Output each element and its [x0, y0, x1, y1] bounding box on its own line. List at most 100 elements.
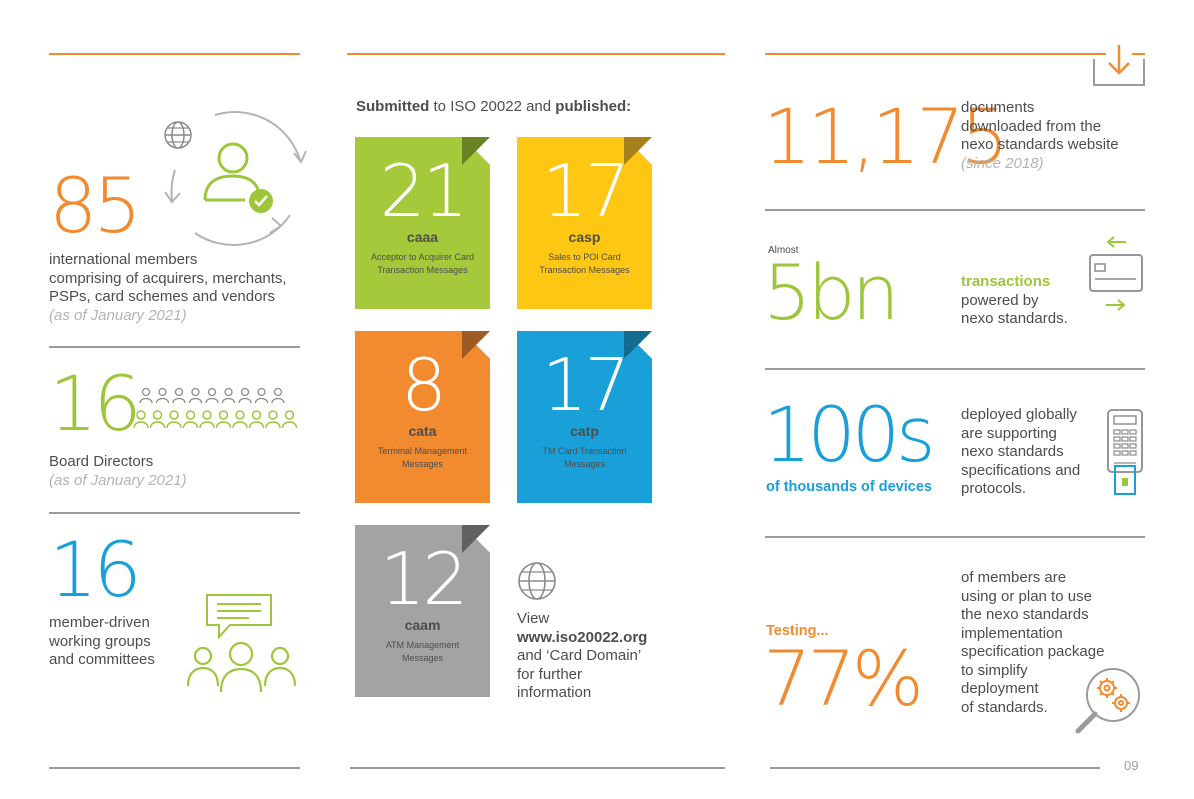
document-description: Terminal Management Messages	[377, 446, 468, 469]
document-count: 17	[541, 149, 631, 233]
page-fold-icon	[624, 137, 652, 165]
testing-number: 77%	[763, 634, 924, 723]
members-note: (as of January 2021)	[49, 306, 187, 324]
transactions-description: transactions powered by nexo standards.	[961, 273, 1068, 329]
downloads-desc-line: nexo standards website	[961, 136, 1119, 153]
downloads-note: (since 2018)	[961, 154, 1044, 172]
document-count: 12	[379, 537, 469, 621]
people-icon	[186, 641, 297, 693]
members-number: 85	[49, 161, 142, 250]
page-fold-icon	[462, 137, 490, 165]
testing-label: Testing...	[766, 623, 829, 639]
transactions-highlight: transactions	[961, 273, 1051, 290]
testing-desc-line: specification package	[961, 643, 1105, 660]
bottom-rule-col1	[49, 767, 300, 769]
downloads-desc-line: downloaded from the	[961, 117, 1102, 135]
top-rule-col1	[49, 53, 300, 55]
divider	[49, 346, 300, 348]
globe-icon	[164, 121, 192, 149]
page-fold-icon	[462, 525, 490, 553]
document-code: catp	[570, 423, 599, 439]
groups-desc-line: member-driven	[49, 614, 150, 631]
board-desc-line: Board Directors	[49, 453, 154, 470]
transactions-desc-line: nexo standards.	[961, 310, 1068, 327]
members-description: international members comprising of acqu…	[49, 251, 287, 325]
heading-text: to ISO 20022 and	[429, 98, 556, 115]
top-rule-col2	[347, 53, 725, 55]
bottom-rule-col2	[350, 767, 725, 769]
iso-document-tile: 17 casp Sales to POI Card Transaction Mess…	[517, 137, 652, 309]
view-text: information	[517, 684, 592, 701]
heading-bold: published:	[555, 98, 632, 115]
user-check-icon	[203, 142, 273, 213]
testing-desc-line: to simplify	[961, 661, 1028, 679]
people-group-icon	[133, 387, 298, 429]
page-fold-icon	[462, 331, 490, 359]
download-icon	[1093, 41, 1145, 86]
document-description: TM Card Transaction Messages	[542, 446, 627, 469]
groups-desc-line: working groups	[49, 632, 151, 650]
transactions-prefix: Almost	[768, 245, 799, 256]
divider	[49, 512, 300, 514]
page-number: 09	[1124, 758, 1139, 773]
iso-document-tile: 17 catp TM Card Transaction Messages	[517, 331, 652, 503]
view-text: for further	[517, 665, 583, 683]
cycle-arrows-icon	[164, 110, 307, 247]
iso-document-tile: 8 cata Terminal Management Messages	[355, 331, 490, 503]
transactions-number: 5bn	[763, 248, 900, 337]
testing-desc-line: the nexo standards	[961, 606, 1089, 623]
magnifier-gears-icon	[1075, 668, 1140, 734]
board-number: 16	[49, 359, 142, 448]
members-desc-line: international members	[49, 251, 198, 268]
testing-desc-line: using or plan to use	[961, 587, 1092, 605]
document-code: caaa	[406, 229, 439, 245]
devices-subtitle: of thousands of devices	[766, 479, 932, 495]
iso-link[interactable]: www.iso20022.org	[517, 628, 648, 646]
divider	[765, 209, 1145, 211]
devices-desc-line: are supporting	[961, 424, 1057, 442]
chat-bubble-icon	[206, 594, 272, 640]
board-note: (as of January 2021)	[49, 471, 187, 489]
devices-desc-line: specifications and	[961, 461, 1081, 479]
board-description: Board Directors (as of January 2021)	[49, 453, 187, 490]
groups-desc-line: and committees	[49, 651, 155, 668]
globe-icon	[518, 562, 556, 600]
view-text: and ‘Card Domain’	[517, 647, 642, 664]
heading-bold: Submitted	[356, 98, 430, 115]
view-label: View	[517, 610, 550, 627]
divider	[765, 536, 1145, 538]
devices-description: deployed globally are supporting nexo st…	[961, 406, 1080, 499]
transactions-desc-line: powered by	[961, 291, 1039, 309]
document-code: cata	[408, 423, 437, 439]
document-count: 21	[379, 149, 469, 233]
bottom-rule-col3	[770, 767, 1100, 769]
devices-number: 100s	[763, 390, 936, 479]
devices-desc-line: protocols.	[961, 480, 1027, 497]
testing-description: of members are using or plan to use the …	[961, 569, 1104, 717]
downloads-desc-line: documents	[961, 99, 1035, 116]
groups-number: 16	[49, 525, 142, 614]
testing-desc-line: implementation	[961, 624, 1063, 642]
document-count: 17	[541, 343, 631, 427]
document-description: Acceptor to Acquirer Card Transaction Me…	[370, 252, 475, 275]
devices-desc-line: nexo standards	[961, 443, 1064, 460]
downloads-number: 11,175	[763, 92, 1009, 181]
document-code: casp	[568, 229, 601, 245]
testing-desc-line: of standards.	[961, 698, 1048, 716]
document-description: ATM Management Messages	[385, 640, 460, 663]
card-transfer-icon	[1089, 236, 1143, 311]
testing-desc-line: of members are	[961, 569, 1067, 586]
iso-document-tile: 21 caaa Acceptor to Acquirer Card Transact…	[355, 137, 490, 309]
groups-description: member-driven working groups and committ…	[49, 614, 155, 670]
document-count: 8	[401, 343, 447, 427]
document-code: caam	[404, 617, 441, 633]
iso-heading: Submitted to ISO 20022 and published:	[356, 98, 631, 115]
page-fold-icon	[624, 331, 652, 359]
downloads-description: documents downloaded from the nexo stand…	[961, 99, 1119, 173]
top-rule-col3	[765, 53, 1145, 55]
members-desc-line: comprising of acquirers, merchants,	[49, 269, 287, 287]
iso-document-tile: 12 caam ATM Management Messages	[355, 525, 490, 697]
devices-desc-line: deployed globally	[961, 406, 1077, 423]
document-description: Sales to POI Card Transaction Messages	[539, 252, 630, 275]
divider	[765, 368, 1145, 370]
